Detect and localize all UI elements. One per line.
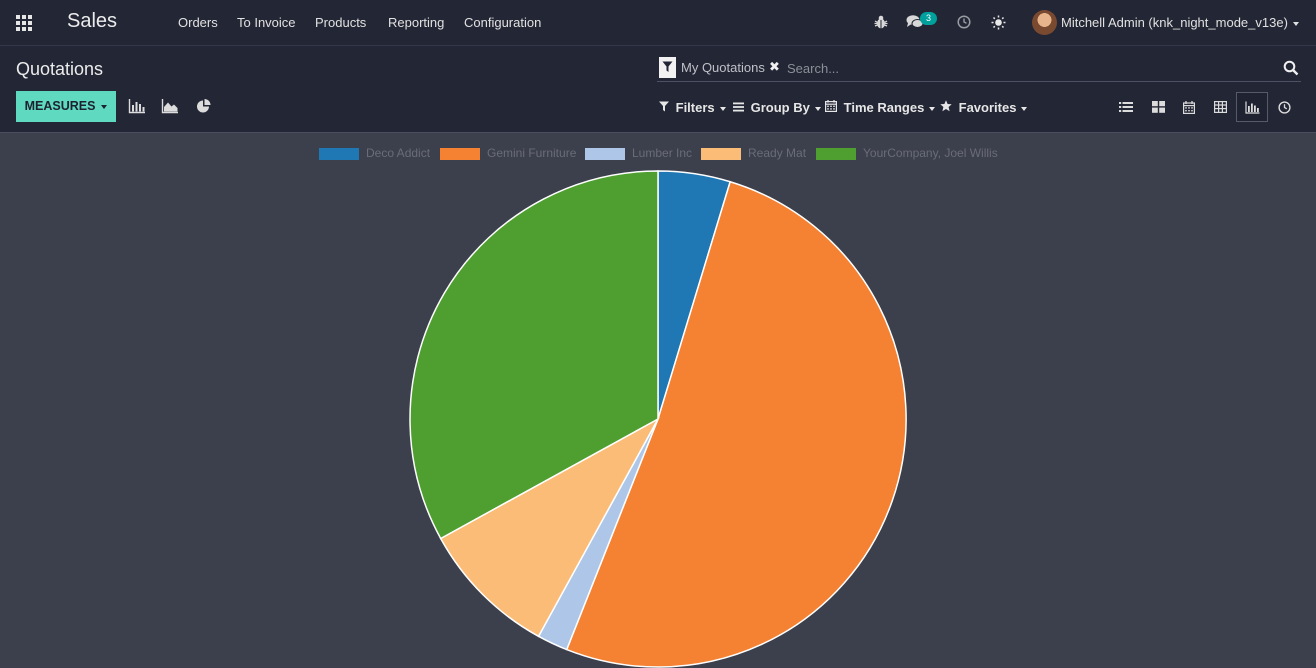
user-avatar[interactable] — [1032, 10, 1057, 35]
bars-icon — [733, 100, 748, 115]
facet-label: My Quotations — [681, 60, 765, 75]
graph-view-button[interactable] — [1236, 92, 1268, 122]
close-icon[interactable]: ✖ — [769, 59, 780, 74]
pie-slice-1[interactable] — [565, 180, 907, 668]
calendar-icon — [1183, 100, 1195, 114]
legend-label: YourCompany, Joel Willis — [863, 146, 998, 160]
pie-slice-4[interactable] — [409, 170, 659, 540]
page-title: Quotations — [16, 59, 104, 79]
legend-swatch — [440, 148, 480, 160]
menu-to-invoice[interactable]: To Invoice — [237, 15, 296, 30]
measures-label: MEASURES — [24, 99, 96, 113]
search-input[interactable] — [787, 58, 1267, 78]
pie-slice-3[interactable] — [439, 417, 660, 638]
legend-label: Lumber Inc — [632, 146, 693, 160]
pivot-view-button[interactable] — [1204, 92, 1236, 122]
clock-icon[interactable] — [957, 15, 971, 29]
bar-chart-icon[interactable] — [128, 98, 146, 114]
legend-swatch — [701, 148, 741, 160]
list-view-button[interactable] — [1110, 92, 1142, 122]
chevron-down-icon — [814, 106, 821, 111]
legend-swatch — [816, 148, 856, 160]
chevron-down-icon — [929, 106, 936, 111]
group-by-dropdown[interactable]: Group By — [733, 100, 821, 115]
list-icon — [1119, 102, 1133, 112]
favorites-dropdown[interactable]: Favorites — [940, 100, 1028, 115]
pie-chart — [409, 170, 907, 668]
legend-swatch — [319, 148, 359, 160]
table-icon — [1213, 101, 1227, 113]
calendar-icon — [825, 100, 841, 115]
bug-icon[interactable] — [874, 14, 888, 30]
apps-grid-icon[interactable] — [16, 15, 33, 31]
filters-dropdown[interactable]: Filters — [659, 100, 726, 115]
clock-icon — [1277, 100, 1291, 114]
menu-orders[interactable]: Orders — [178, 15, 218, 30]
search-bar: My Quotations ✖ — [657, 56, 1301, 82]
star-icon — [940, 100, 956, 115]
app-name[interactable]: Sales — [67, 10, 118, 32]
main-navbar: Sales Orders To Invoice Products Reporti… — [0, 0, 1316, 46]
activity-view-button[interactable] — [1268, 92, 1300, 122]
measures-button[interactable]: MEASURES — [16, 91, 116, 122]
filters-label: Filters — [675, 100, 715, 115]
search-icon[interactable] — [1283, 60, 1299, 76]
th-large-icon — [1151, 101, 1165, 113]
groupby-label: Group By — [750, 100, 810, 115]
legend-label: Gemini Furniture — [487, 146, 577, 160]
favorites-label: Favorites — [958, 100, 1017, 115]
timeranges-label: Time Ranges — [843, 100, 925, 115]
filter-icon — [659, 57, 676, 78]
legend-label: Ready Mat — [748, 146, 807, 160]
chevron-down-icon — [1292, 21, 1299, 26]
menu-configuration[interactable]: Configuration — [464, 15, 542, 30]
menu-products[interactable]: Products — [315, 15, 367, 30]
user-menu[interactable]: Mitchell Admin (knk_night_mode_v13e) — [1061, 15, 1299, 30]
legend-swatch — [585, 148, 625, 160]
chevron-down-icon — [719, 106, 726, 111]
chevron-down-icon — [101, 104, 108, 109]
area-chart-icon[interactable] — [161, 98, 179, 114]
filter-icon — [659, 100, 673, 115]
legend-label: Deco Addict — [366, 146, 431, 160]
user-name: Mitchell Admin (knk_night_mode_v13e) — [1061, 15, 1288, 30]
control-panel: Quotations My Quotations ✖ MEASURES — [0, 46, 1316, 133]
chevron-down-icon — [1021, 106, 1028, 111]
graph-view: Deco Addict Gemini Furniture Lumber Inc … — [0, 138, 1316, 668]
pie-chart-icon[interactable] — [195, 98, 213, 114]
calendar-view-button[interactable] — [1173, 92, 1205, 122]
sun-icon[interactable] — [991, 15, 1006, 30]
messages-badge: 3 — [920, 12, 937, 25]
time-ranges-dropdown[interactable]: Time Ranges — [825, 100, 936, 115]
kanban-view-button[interactable] — [1142, 92, 1174, 122]
menu-reporting[interactable]: Reporting — [388, 15, 445, 30]
bar-chart-icon — [1244, 101, 1259, 114]
